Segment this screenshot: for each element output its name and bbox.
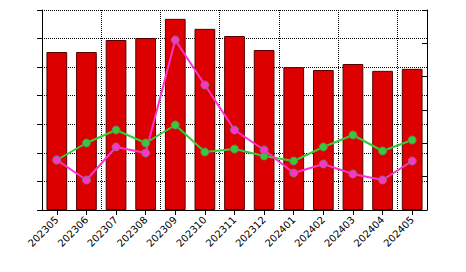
svg-text:202305: 202305	[26, 214, 61, 249]
svg-text:202308: 202308	[115, 214, 150, 249]
svg-text:202405: 202405	[381, 214, 416, 249]
svg-text:202403: 202403	[322, 214, 357, 249]
svg-text:202309: 202309	[144, 214, 179, 249]
svg-text:202306: 202306	[56, 214, 91, 249]
svg-text:202404: 202404	[352, 214, 387, 249]
svg-text:202311: 202311	[204, 214, 239, 249]
svg-text:202402: 202402	[292, 214, 327, 249]
svg-text:202401: 202401	[263, 214, 298, 249]
svg-text:202307: 202307	[85, 214, 120, 249]
svg-text:202312: 202312	[233, 214, 268, 249]
svg-text:202310: 202310	[174, 214, 209, 249]
